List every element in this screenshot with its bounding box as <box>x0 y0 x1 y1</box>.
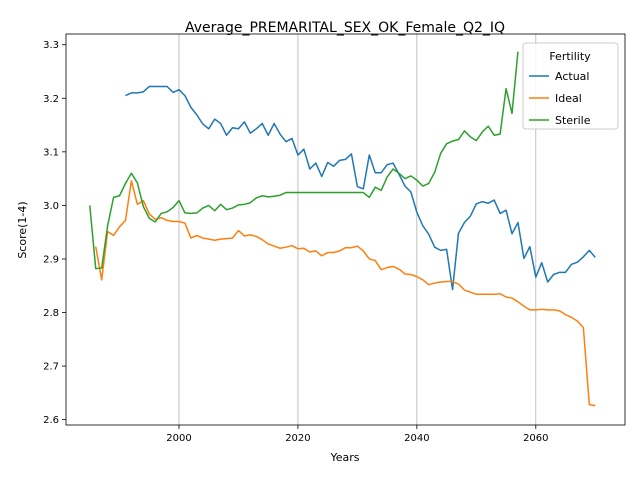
y-tick-label: 2.7 <box>43 362 59 373</box>
x-tick-label: 2000 <box>166 433 191 444</box>
y-tick-label: 3.1 <box>43 147 59 158</box>
legend-label-sterile: Sterile <box>555 114 591 127</box>
series-line-sterile <box>89 51 519 270</box>
y-tick-label: 2.8 <box>43 308 59 319</box>
y-tick-label: 3.3 <box>43 40 59 51</box>
series-line-actual <box>125 85 596 291</box>
chart-title: Average_PREMARITAL_SEX_OK_Female_Q2_IQ <box>185 20 505 36</box>
series-lines <box>89 51 596 407</box>
x-tick-label: 2040 <box>404 433 429 444</box>
legend-label-ideal: Ideal <box>555 92 582 105</box>
y-tick-label: 3.0 <box>43 201 59 212</box>
plot-frame <box>65 33 626 426</box>
y-tick-label: 2.6 <box>43 415 59 426</box>
x-tick-label: 2020 <box>285 433 310 444</box>
legend-box <box>522 42 619 130</box>
axis-ticks: 2000 2020 2040 2060 2.6 2.7 2.8 2.9 3.0 3.1 3.2 3.3 <box>43 40 548 444</box>
legend-label-actual: Actual <box>555 70 589 83</box>
legend: Fertility Actual Ideal Sterile <box>522 42 619 130</box>
series-line-ideal <box>94 180 596 407</box>
y-tick-label: 3.2 <box>43 94 59 105</box>
legend-title: Fertility <box>549 50 591 63</box>
y-axis-label: Score(1-4) <box>16 201 29 258</box>
y-tick-label: 2.9 <box>43 254 59 265</box>
x-tick-label: 2060 <box>523 433 548 444</box>
x-axis-label: Years <box>329 451 359 464</box>
